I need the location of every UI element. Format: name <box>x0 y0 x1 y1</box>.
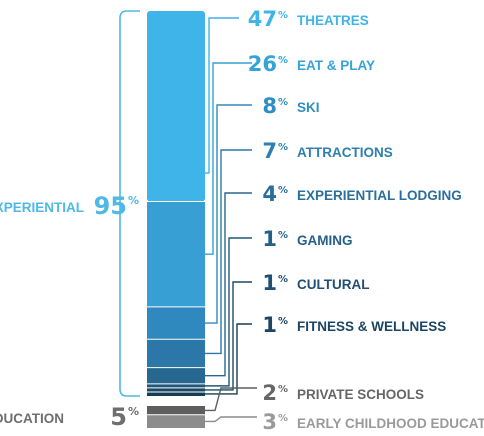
leader-line-fitness-and-wellness <box>205 323 252 395</box>
bar-segments <box>147 11 205 428</box>
bar-segment-experiential-lodging <box>147 367 205 384</box>
bar-segment-early-childhood-education <box>147 414 205 428</box>
segment-percent-theatres: 47 <box>248 7 277 31</box>
bar-segment-eat-and-play <box>147 201 205 307</box>
segment-label-fitness-and-wellness: FITNESS & WELLNESS <box>297 319 446 334</box>
group-percent-education: 5 <box>110 403 127 431</box>
bar-segment-attractions <box>147 339 205 368</box>
leader-line-gaming <box>205 237 252 387</box>
segment-percent-eat-and-play: 26 <box>248 52 277 76</box>
percent-sign: % <box>278 10 288 21</box>
segment-label-theatres: THEATRES <box>297 13 369 28</box>
group-label-experiential: EXPERIENTIAL <box>0 200 84 215</box>
leader-line-experiential-lodging <box>205 192 252 377</box>
percent-sign: % <box>128 405 139 418</box>
bar-segment-fitness-and-wellness <box>147 391 205 396</box>
segment-percent-cultural: 1 <box>262 271 277 295</box>
segment-label-cultural: CULTURAL <box>297 277 369 292</box>
segment-percent-gaming: 1 <box>262 227 277 251</box>
percent-sign: % <box>278 413 288 424</box>
leader-line-theatres <box>205 17 239 174</box>
percent-sign: % <box>278 55 288 66</box>
segment-label-experiential-lodging: EXPERIENTIAL LODGING <box>297 188 462 203</box>
segment-label-early-childhood-education: EARLY CHILDHOOD EDUCATION <box>297 416 484 431</box>
leader-line-attractions <box>205 149 252 355</box>
leader-lines <box>205 17 257 423</box>
bar-segment-theatres <box>147 11 205 202</box>
segment-label-attractions: ATTRACTIONS <box>297 145 393 160</box>
percent-sign: % <box>278 230 288 241</box>
segment-label-gaming: GAMING <box>297 233 353 248</box>
group-label-education: EDUCATION <box>0 411 64 426</box>
leader-line-early-childhood-education <box>205 416 257 423</box>
segment-percent-fitness-and-wellness: 1 <box>262 313 277 337</box>
segment-percent-ski: 8 <box>262 94 277 118</box>
bar-segment-gaming <box>147 383 205 388</box>
leader-line-eat-and-play <box>205 62 252 255</box>
bar-segment-cultural <box>147 387 205 392</box>
percent-sign: % <box>278 274 288 285</box>
percent-sign: % <box>278 185 288 196</box>
segment-label-eat-and-play: EAT & PLAY <box>297 58 375 73</box>
segment-percent-experiential-lodging: 4 <box>262 182 277 206</box>
percent-sign: % <box>278 384 288 395</box>
segment-label-ski: SKI <box>297 100 320 115</box>
bar-segment-ski <box>147 306 205 340</box>
segment-percent-early-childhood-education: 3 <box>262 410 277 434</box>
group-percent-experiential: 95 <box>94 192 127 220</box>
percent-sign: % <box>128 194 139 207</box>
segment-label-private-schools: PRIVATE SCHOOLS <box>297 387 424 402</box>
group-labels: EXPERIENTIAL 95% EDUCATION 5% <box>0 192 139 431</box>
group-brackets <box>119 10 140 397</box>
segment-percent-attractions: 7 <box>262 139 277 163</box>
leader-line-ski <box>205 104 252 324</box>
bracket-experiential <box>119 10 140 397</box>
percent-sign: % <box>278 316 288 327</box>
bar-segment-private-schools <box>147 406 205 415</box>
segment-percent-private-schools: 2 <box>262 381 277 405</box>
percent-sign: % <box>278 97 288 108</box>
leader-line-cultural <box>205 281 252 391</box>
segment-labels: 47% THEATRES 26% EAT & PLAY 8% SKI 7% ATTRACTIO… <box>248 7 484 434</box>
percent-sign: % <box>278 142 288 153</box>
leader-line-private-schools <box>205 387 257 412</box>
